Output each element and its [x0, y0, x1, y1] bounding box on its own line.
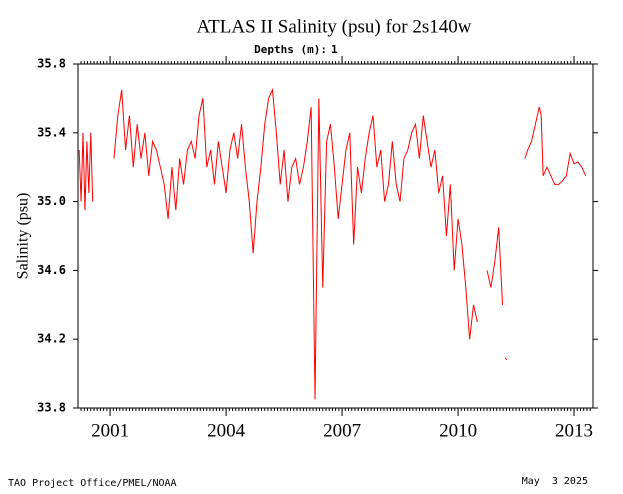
legend-title: Depths (m):: [254, 43, 327, 56]
y-tick-label: 34.6: [37, 263, 66, 277]
data-line: [78, 87, 587, 400]
x-tick-label: 2013: [555, 420, 593, 441]
y-tick-label: 33.8: [37, 401, 66, 415]
chart-title: ATLAS II Salinity (psu) for 2s140w: [197, 16, 472, 37]
footer-left: TAO Project Office/PMEL/NOAA: [8, 478, 177, 489]
y-axis-label: Salinity (psu): [15, 193, 32, 280]
y-tick-label: 35.4: [37, 125, 66, 139]
legend-entry: 1: [331, 43, 338, 56]
y-tick-label: 35.8: [37, 57, 66, 71]
x-tick-label: 2007: [323, 420, 361, 441]
plot-frame: [77, 63, 594, 409]
y-tick-label: 35.0: [37, 194, 66, 208]
footer-right: May 3 2025: [522, 476, 588, 487]
y-tick-label: 34.2: [37, 332, 66, 346]
x-tick-label: 2004: [207, 420, 246, 441]
x-tick-label: 2010: [439, 420, 477, 441]
x-tick-label: 2001: [91, 420, 129, 441]
